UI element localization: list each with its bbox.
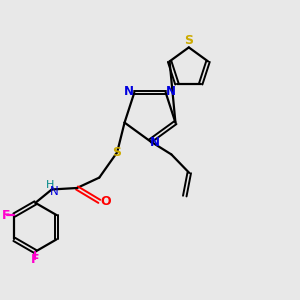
Text: F: F — [31, 254, 40, 266]
Text: S: S — [112, 146, 121, 159]
Text: S: S — [184, 34, 193, 47]
Text: O: O — [100, 195, 111, 208]
Text: N: N — [166, 85, 176, 98]
Text: N: N — [50, 185, 58, 198]
Text: N: N — [150, 136, 160, 149]
Text: H: H — [46, 180, 54, 190]
Text: N: N — [124, 85, 134, 98]
Text: F: F — [2, 208, 10, 221]
